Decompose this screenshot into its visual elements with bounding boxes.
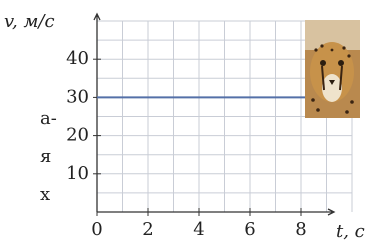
y-tick-label: 10 xyxy=(66,163,89,184)
x-tick-label: 0 xyxy=(91,219,102,240)
y-tick-label: 20 xyxy=(66,125,89,146)
side-text: я xyxy=(40,146,51,167)
x-tick-label: 6 xyxy=(244,219,255,240)
y-axis xyxy=(94,14,100,212)
y-axis-label: v, м/с xyxy=(4,11,55,32)
x-tick-label: 8 xyxy=(295,219,306,240)
x-axis xyxy=(97,209,334,215)
x-axis-label: t, с xyxy=(336,221,365,242)
cheetah-image xyxy=(305,20,360,118)
y-tick-label: 40 xyxy=(66,48,89,69)
side-text: х xyxy=(40,184,50,205)
side-text: а- xyxy=(40,108,57,129)
x-tick-label: 4 xyxy=(193,219,204,240)
y-tick-label: 30 xyxy=(66,86,89,107)
chart: v, м/с t, с а- я х 0 2 4 6 8 10 20 30 40 xyxy=(0,0,371,242)
x-tick-label: 2 xyxy=(142,219,153,240)
